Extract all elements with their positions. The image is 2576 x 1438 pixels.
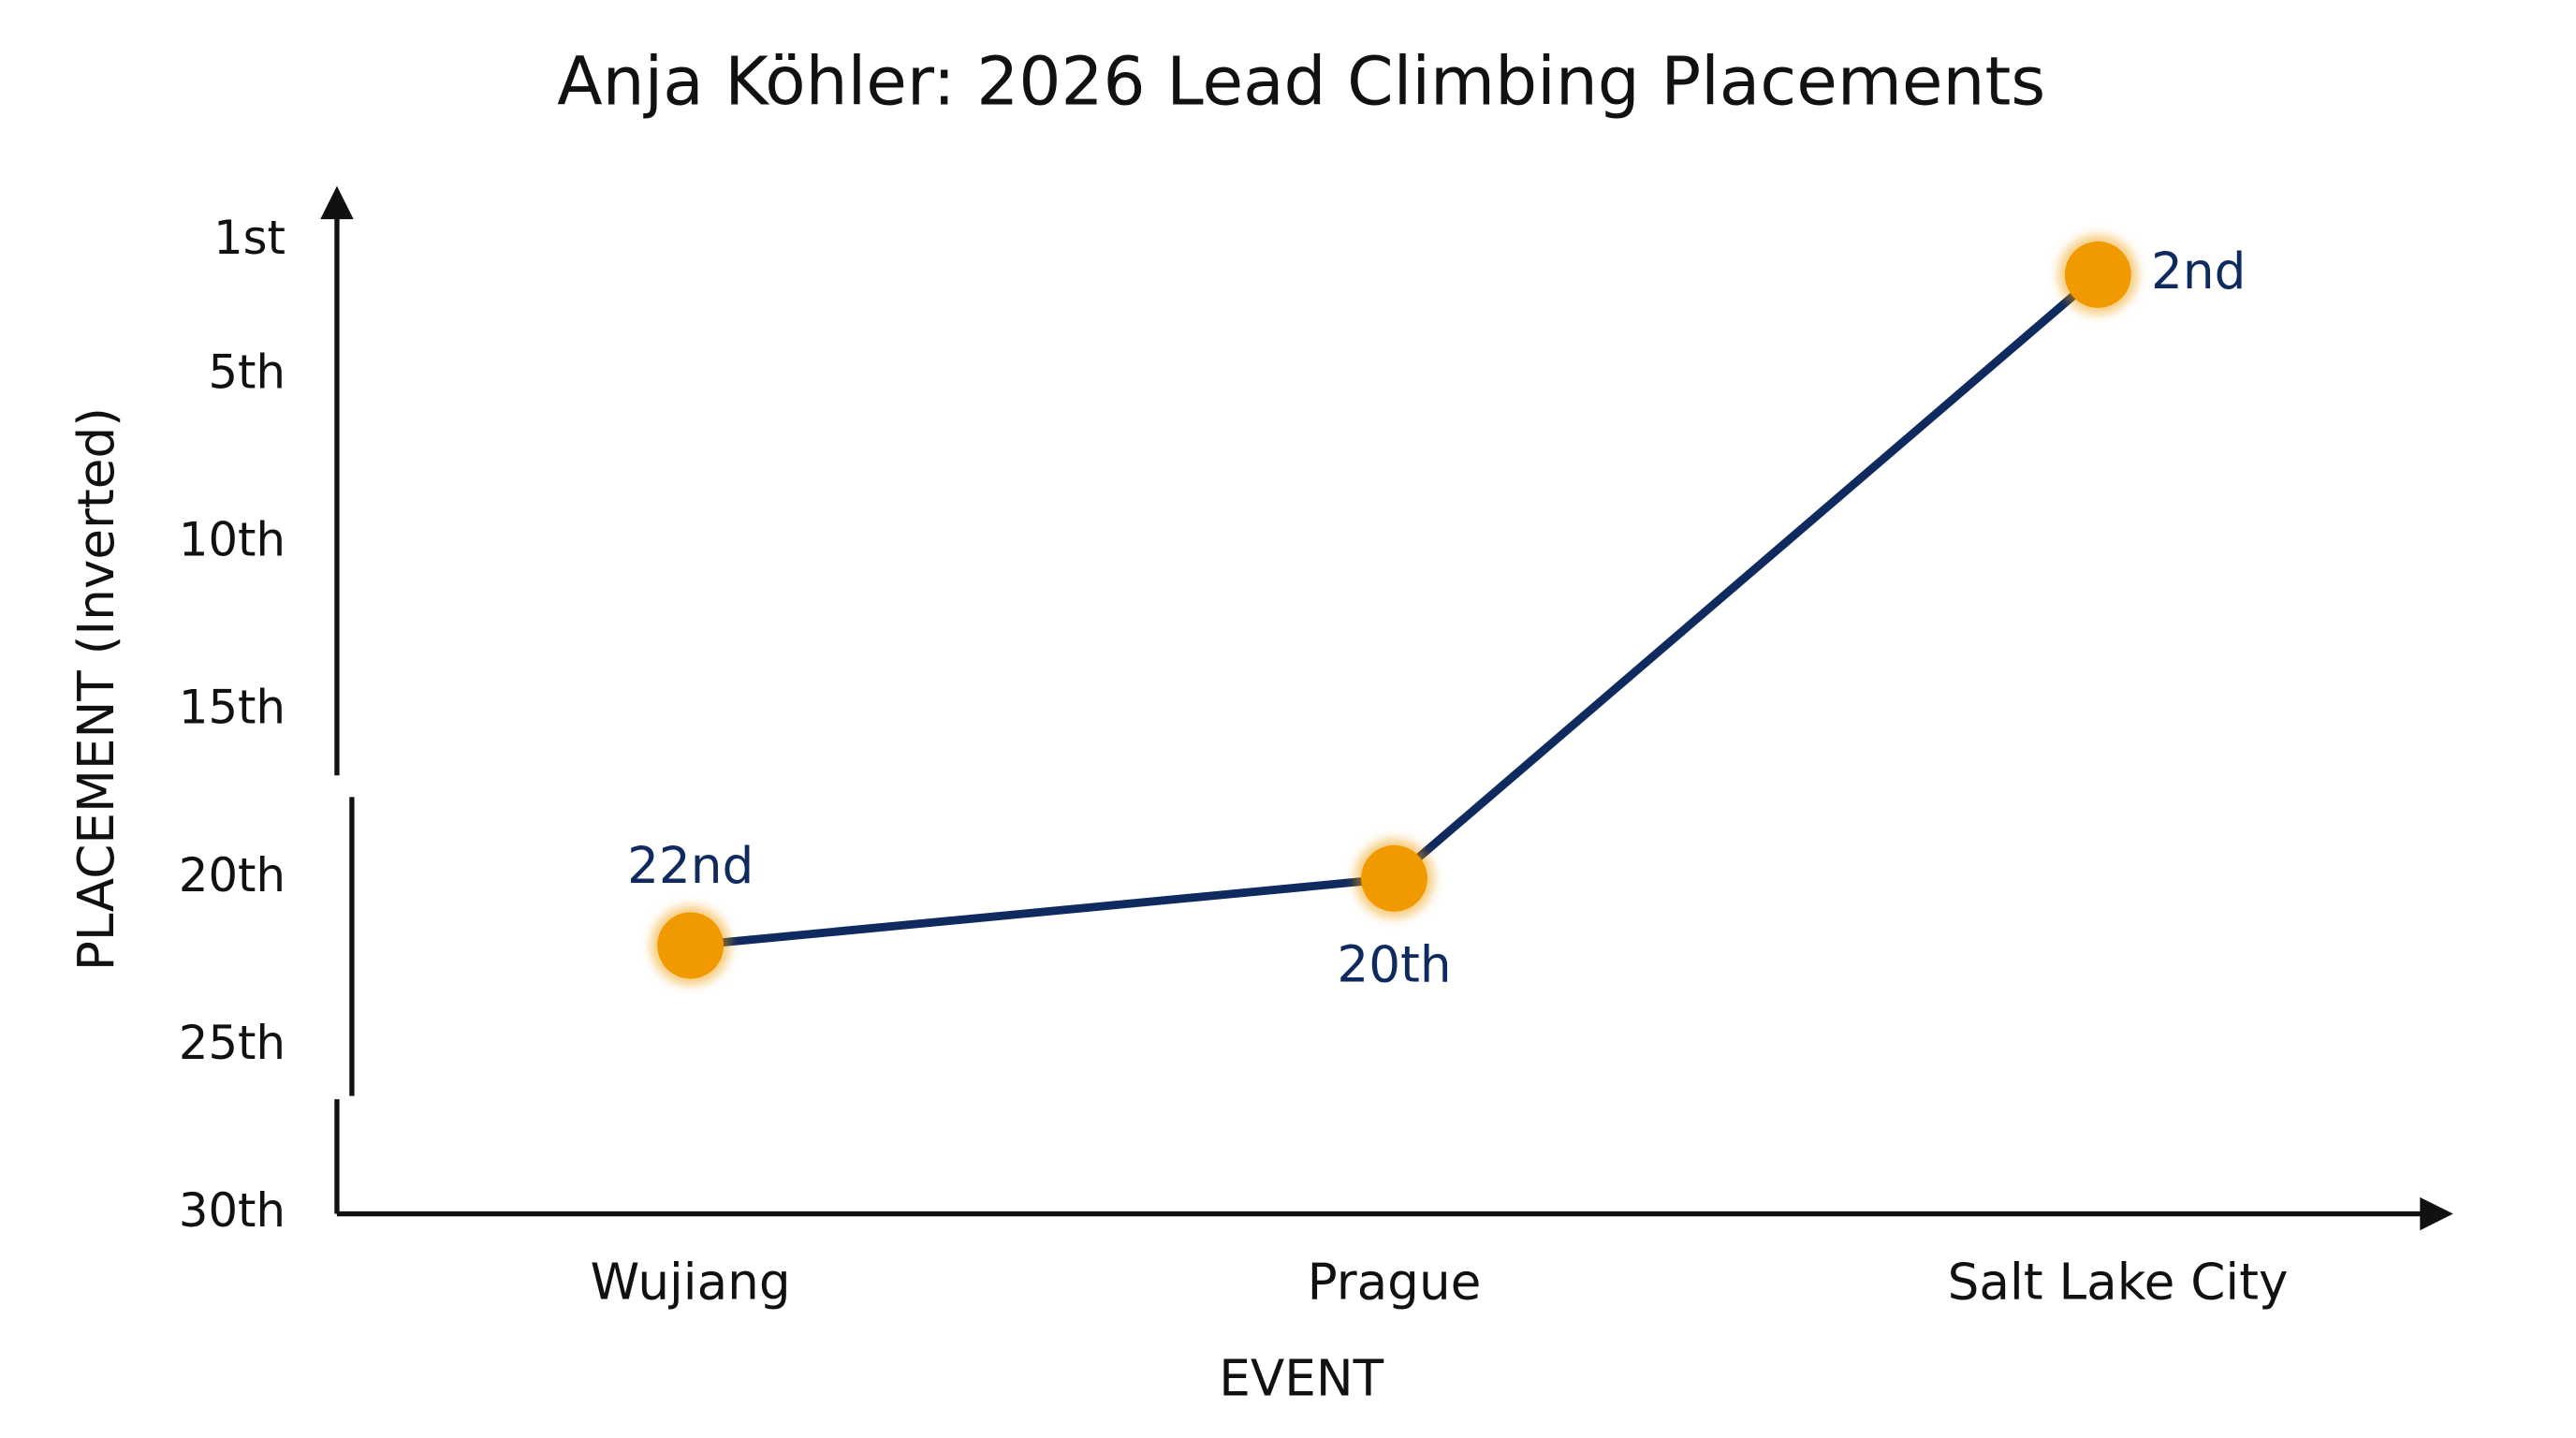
chart-title: Anja Köhler: 2026 Lead Climbing Placemen… xyxy=(557,43,2045,121)
y-axis-arrow xyxy=(320,185,354,220)
data-label: 22nd xyxy=(627,837,754,895)
x-tick-label: Salt Lake City xyxy=(1948,1253,2289,1311)
marker xyxy=(657,912,724,979)
data-label: 2nd xyxy=(2151,242,2246,301)
y-tick-label: 20th xyxy=(179,848,285,902)
y-tick-label: 15th xyxy=(179,681,285,735)
y-tick-label: 5th xyxy=(208,345,285,399)
y-tick-label: 25th xyxy=(179,1016,285,1070)
x-axis-arrow xyxy=(2420,1196,2453,1231)
x-axis-label: EVENT xyxy=(1219,1349,1383,1407)
y-axis-label: PLACEMENT (Inverted) xyxy=(67,407,125,971)
y-tick-label: 1st xyxy=(213,211,285,265)
data-label: 20th xyxy=(1337,936,1451,994)
y-tick-label: 10th xyxy=(179,512,285,566)
y-tick-label: 30th xyxy=(179,1183,285,1238)
x-tick-label: Wujiang xyxy=(591,1253,791,1311)
marker xyxy=(2064,241,2131,308)
x-tick-label: Prague xyxy=(1308,1253,1482,1311)
marker xyxy=(1361,844,1427,912)
